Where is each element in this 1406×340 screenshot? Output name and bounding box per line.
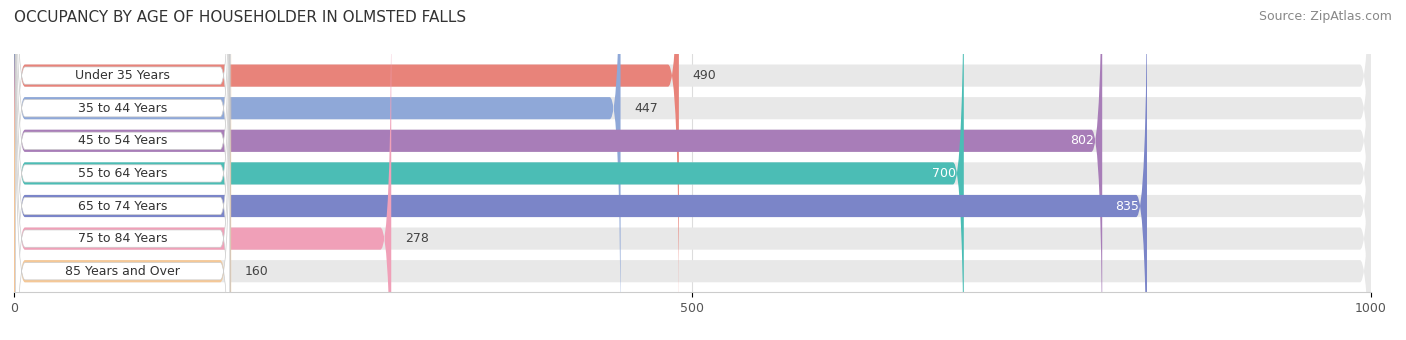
Text: 700: 700	[932, 167, 956, 180]
FancyBboxPatch shape	[14, 0, 620, 340]
FancyBboxPatch shape	[14, 0, 965, 340]
Text: 35 to 44 Years: 35 to 44 Years	[77, 102, 167, 115]
FancyBboxPatch shape	[14, 0, 1371, 340]
Text: 65 to 74 Years: 65 to 74 Years	[77, 200, 167, 212]
Text: OCCUPANCY BY AGE OF HOUSEHOLDER IN OLMSTED FALLS: OCCUPANCY BY AGE OF HOUSEHOLDER IN OLMST…	[14, 10, 467, 25]
FancyBboxPatch shape	[15, 0, 229, 295]
FancyBboxPatch shape	[14, 0, 391, 340]
FancyBboxPatch shape	[14, 0, 1371, 340]
FancyBboxPatch shape	[15, 19, 229, 340]
FancyBboxPatch shape	[14, 0, 1371, 340]
Text: Under 35 Years: Under 35 Years	[75, 69, 170, 82]
FancyBboxPatch shape	[15, 0, 229, 340]
Text: 75 to 84 Years: 75 to 84 Years	[77, 232, 167, 245]
FancyBboxPatch shape	[14, 0, 1102, 340]
Text: Source: ZipAtlas.com: Source: ZipAtlas.com	[1258, 10, 1392, 23]
Text: 160: 160	[245, 265, 269, 278]
FancyBboxPatch shape	[14, 0, 1371, 325]
FancyBboxPatch shape	[14, 0, 1371, 340]
FancyBboxPatch shape	[15, 0, 229, 340]
Text: 278: 278	[405, 232, 429, 245]
FancyBboxPatch shape	[15, 0, 229, 340]
Text: 835: 835	[1115, 200, 1139, 212]
Text: 85 Years and Over: 85 Years and Over	[65, 265, 180, 278]
Text: 802: 802	[1070, 134, 1094, 147]
FancyBboxPatch shape	[15, 0, 229, 328]
FancyBboxPatch shape	[14, 0, 1371, 340]
FancyBboxPatch shape	[14, 21, 231, 340]
Text: 45 to 54 Years: 45 to 54 Years	[77, 134, 167, 147]
FancyBboxPatch shape	[14, 0, 1147, 340]
Text: 490: 490	[692, 69, 716, 82]
Text: 447: 447	[634, 102, 658, 115]
Text: 55 to 64 Years: 55 to 64 Years	[77, 167, 167, 180]
FancyBboxPatch shape	[14, 0, 679, 325]
FancyBboxPatch shape	[14, 21, 1371, 340]
FancyBboxPatch shape	[15, 52, 229, 340]
